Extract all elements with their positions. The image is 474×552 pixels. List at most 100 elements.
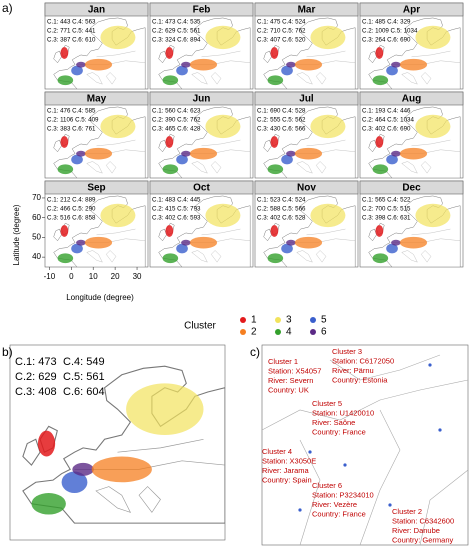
legend-label: 6 xyxy=(321,327,327,338)
panel-header xyxy=(254,180,359,195)
station-info: Cluster 1 xyxy=(268,357,298,366)
cluster-count: C.3: 516 C.6: 858 xyxy=(47,215,96,222)
cluster-count: C.2: 1009 C.5: 1034 xyxy=(362,28,418,35)
cluster-count: C.2: 555 C.5: 562 xyxy=(257,117,306,124)
panel-header xyxy=(149,180,254,195)
legend-swatch xyxy=(310,317,316,323)
x-tick-label: 20 xyxy=(111,272,120,281)
y-tick-label: 60 xyxy=(32,213,41,222)
cluster-count: C.1: 443 C.4: 563 xyxy=(47,19,96,26)
cluster-count: C.1: 483 C.4: 445 xyxy=(152,197,201,204)
cluster-count: C.3: 402 C.6: 528 xyxy=(257,215,306,222)
cluster-count: C.4: 549 xyxy=(63,356,105,368)
cluster-count: C.2: 415 C.5: 793 xyxy=(152,206,201,213)
legend-swatch xyxy=(240,329,246,335)
cluster-count: C.1: 565 C.4: 522 xyxy=(362,197,411,204)
cluster-count: C.2: 588 C.5: 566 xyxy=(257,206,306,213)
cluster-count: C.1: 690 C.4: 528 xyxy=(257,108,306,115)
month-label: Jun xyxy=(193,94,211,105)
station-info: River: Vezère xyxy=(312,500,357,509)
cluster-count: C.2: 629 xyxy=(15,371,57,383)
x-tick-label: 30 xyxy=(133,272,142,281)
cluster-count: C.3: 402 C.6: 690 xyxy=(362,126,411,133)
station-info: Country: Germany xyxy=(392,535,454,544)
legend-label: 1 xyxy=(251,315,257,326)
station-info: Country: France xyxy=(312,509,366,518)
panel-header xyxy=(149,91,254,106)
y-tick-label: 70 xyxy=(32,193,41,202)
station-info: Cluster 5 xyxy=(312,399,342,408)
cluster-count: C.2: 629 C.5: 561 xyxy=(152,28,201,35)
cluster-count: C.3: 324 C.6: 894 xyxy=(152,37,201,44)
cluster-count: C.3: 430 C.6: 566 xyxy=(257,126,306,133)
panel-header xyxy=(44,2,149,17)
x-tick-label: -10 xyxy=(44,272,56,281)
station-info: Country: Spain xyxy=(262,475,312,484)
y-axis-label: Latitude (degree) xyxy=(12,204,21,265)
cluster-count: C.2: 464 C.5: 1034 xyxy=(362,117,414,124)
station-info: Cluster 3 xyxy=(332,347,362,356)
panel-label: c) xyxy=(250,345,260,359)
cluster-count: C.6: 604 xyxy=(63,386,105,398)
legend-swatch xyxy=(240,317,246,323)
map-borders xyxy=(261,354,469,546)
cluster-count: C.1: 212 C.4: 889 xyxy=(47,197,96,204)
station-info: Station: U1420010 xyxy=(312,408,374,417)
month-label: Dec xyxy=(402,183,421,194)
panel-label: b) xyxy=(2,345,13,359)
panel-c-frame xyxy=(261,344,469,546)
station-info: River: Danube xyxy=(392,526,440,535)
legend-label: 5 xyxy=(321,315,327,326)
cluster-count: C.3: 387 C.6: 610 xyxy=(47,37,96,44)
legend-swatch xyxy=(275,329,281,335)
cluster-count: C.3: 264 C.6: 690 xyxy=(362,37,411,44)
station-info: Cluster 2 xyxy=(392,507,422,516)
month-label: Nov xyxy=(297,183,316,194)
panel-header xyxy=(44,180,149,195)
month-label: Mar xyxy=(298,5,316,16)
cluster-count: C.2: 466 C.5: 290 xyxy=(47,206,96,213)
station-info: Station: X3050E xyxy=(262,456,316,465)
x-axis-label: Longitude (degree) xyxy=(66,293,134,302)
cluster-count: C.3: 383 C.6: 761 xyxy=(47,126,96,133)
legend-swatch xyxy=(275,317,281,323)
panel-header xyxy=(149,2,254,17)
panel-header xyxy=(254,2,359,17)
legend-label: 3 xyxy=(286,315,292,326)
station-info: River: Jarama xyxy=(262,466,310,475)
x-tick-label: 0 xyxy=(69,272,74,281)
panel-label: a) xyxy=(2,1,13,15)
cluster-count: C.2: 390 C.5: 762 xyxy=(152,117,201,124)
month-label: Jul xyxy=(299,94,314,105)
legend-label: 2 xyxy=(251,327,257,338)
station-info: Country: UK xyxy=(268,385,309,394)
station-info: Country: Estonia xyxy=(332,375,388,384)
cluster-count: C.3: 407 C.6: 520 xyxy=(257,37,306,44)
cluster-count: C.1: 476 C.4: 585 xyxy=(47,108,96,115)
y-tick-label: 40 xyxy=(32,252,41,261)
month-label: Feb xyxy=(193,5,211,16)
station-info: River: Severn xyxy=(268,376,313,385)
cluster-count: C.3: 465 C.6: 428 xyxy=(152,126,201,133)
month-label: Apr xyxy=(403,5,420,16)
station-info: Station: C6172050 xyxy=(332,356,394,365)
station-info: Cluster 4 xyxy=(262,447,292,456)
legend-swatch xyxy=(310,329,316,335)
cluster-count: C.1: 523 C.4: 524 xyxy=(257,197,306,204)
cluster-count: C.2: 710 C.5: 762 xyxy=(257,28,306,35)
cluster-count: C.1: 473 xyxy=(15,356,57,368)
station-info: Station: X54057 xyxy=(268,366,321,375)
cluster-count: C.1: 193 C.4: 446 xyxy=(362,108,411,115)
station-dots xyxy=(298,363,442,512)
panel-header xyxy=(254,91,359,106)
station-info: Country: France xyxy=(312,427,366,436)
station-info: River: Pärnu xyxy=(332,366,374,375)
legend-label: 4 xyxy=(286,327,292,338)
month-label: May xyxy=(87,94,107,105)
cluster-count: C.3: 402 C.6: 593 xyxy=(152,215,201,222)
cluster-count: C.2: 771 C.5: 441 xyxy=(47,28,96,35)
panel-header xyxy=(44,91,149,106)
cluster-count: C.2: 700 C.5: 515 xyxy=(362,206,411,213)
x-tick-label: 10 xyxy=(89,272,98,281)
